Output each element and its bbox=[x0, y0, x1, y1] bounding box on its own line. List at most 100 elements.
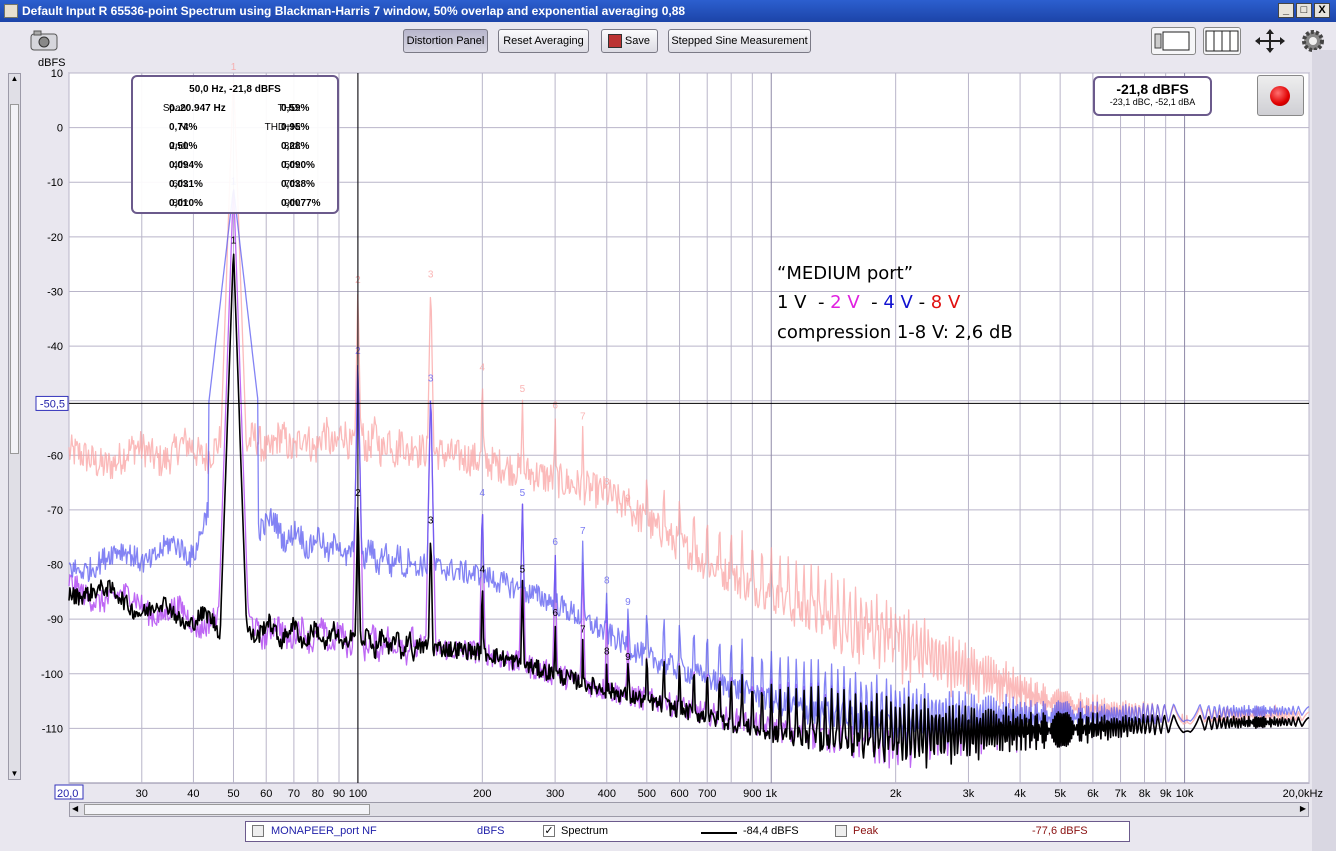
info-value: 0..20.947 Hz bbox=[169, 103, 226, 114]
x-tick-label: 20,0kHz bbox=[1283, 788, 1323, 800]
harmonic-marker: 5 bbox=[520, 488, 526, 499]
peak-checkbox[interactable] bbox=[835, 825, 847, 837]
info-value: 0,74% bbox=[169, 122, 198, 133]
x-tick-label: 20,0 bbox=[57, 788, 78, 800]
x-tick-label: 400 bbox=[598, 788, 616, 800]
x-tick-label: 30 bbox=[136, 788, 148, 800]
x-tick-label: 700 bbox=[698, 788, 716, 800]
horizontal-scrollbar[interactable]: ◀ ▶ bbox=[69, 802, 1309, 817]
x-start-box[interactable] bbox=[54, 784, 84, 800]
harmonic-marker: 7 bbox=[580, 526, 586, 537]
gear-icon[interactable] bbox=[1298, 27, 1328, 55]
x-tick-label: 80 bbox=[312, 788, 324, 800]
harmonic-marker: 9 bbox=[625, 493, 631, 504]
info-key: 3rd: bbox=[283, 141, 301, 152]
measurement-name: MONAPEER_port NF bbox=[271, 825, 377, 837]
x-tick-label: 1k bbox=[765, 788, 777, 800]
distortion-panel-button[interactable]: Distortion Panel bbox=[403, 29, 488, 53]
fit-arrows-icon[interactable] bbox=[1250, 27, 1290, 55]
harmonic-marker: 4 bbox=[480, 362, 486, 373]
harmonic-marker: 8 bbox=[604, 575, 610, 586]
x-tick-label: 4k bbox=[1014, 788, 1026, 800]
x-tick-label: 10k bbox=[1176, 788, 1194, 800]
x-tick-label: 9k bbox=[1160, 788, 1172, 800]
info-key: 6th: bbox=[172, 179, 189, 190]
y-axis-unit: dBFS bbox=[38, 57, 66, 69]
level-main: -21,8 dBFS bbox=[1116, 81, 1189, 97]
camera-icon[interactable] bbox=[28, 29, 60, 53]
y-tick-label: -30 bbox=[47, 286, 63, 298]
harmonic-marker: 8 bbox=[604, 477, 610, 488]
info-key: N: bbox=[179, 122, 189, 133]
save-label: Save bbox=[624, 35, 650, 47]
info-key: 4th: bbox=[172, 160, 189, 171]
close-button[interactable]: X bbox=[1314, 3, 1330, 18]
record-button[interactable] bbox=[1257, 75, 1304, 116]
harmonic-marker: 7 bbox=[580, 625, 586, 636]
y-tick-label: 0 bbox=[57, 123, 63, 135]
harmonic-marker: 1 bbox=[231, 236, 237, 247]
measurement-checkbox[interactable] bbox=[252, 825, 264, 837]
x-tick-label: 6k bbox=[1087, 788, 1099, 800]
level-sub: -23,1 dBC, -52,1 dBA bbox=[1109, 97, 1196, 107]
harmonic-marker: 1 bbox=[231, 62, 237, 73]
info-value: 0,031% bbox=[169, 179, 203, 190]
info-key: 5th: bbox=[284, 160, 301, 171]
cursor-label-box bbox=[35, 395, 69, 411]
scroll-left-icon[interactable]: ◀ bbox=[72, 804, 79, 813]
info-value: 0,59% bbox=[281, 103, 310, 114]
x-tick-label: 900 bbox=[743, 788, 761, 800]
harmonic-marker: 4 bbox=[480, 488, 486, 499]
app-icon bbox=[4, 4, 18, 18]
annotation-voltage-part: 1 V bbox=[777, 292, 807, 313]
horizontal-scroll-thumb[interactable] bbox=[84, 804, 370, 815]
view-mode-icon[interactable] bbox=[1151, 27, 1196, 55]
harmonic-marker: 3 bbox=[428, 515, 434, 526]
harmonic-marker: 7 bbox=[580, 412, 586, 423]
y-tick-label: -100 bbox=[41, 669, 63, 681]
x-tick-label: 7k bbox=[1115, 788, 1127, 800]
info-key: 8th: bbox=[172, 198, 189, 209]
save-button[interactable]: Save bbox=[601, 29, 658, 53]
series-group bbox=[68, 79, 1310, 769]
x-tick-label: 300 bbox=[546, 788, 564, 800]
y-tick-label: -20 bbox=[47, 232, 63, 244]
y-axis: 100-10-20-30-40-50-60-70-80-90-100-110 bbox=[41, 68, 63, 735]
scroll-right-icon[interactable]: ▶ bbox=[1299, 804, 1306, 813]
scroll-down-icon[interactable]: ▼ bbox=[10, 769, 19, 778]
annotation-voltage-part: - bbox=[806, 292, 831, 313]
info-value: 0,50% bbox=[169, 141, 198, 152]
spectrum-value: -84,4 dBFS bbox=[743, 825, 799, 837]
harmonic-marker: 6 bbox=[552, 608, 558, 619]
measurement-unit: dBFS bbox=[477, 825, 505, 837]
scroll-up-icon[interactable]: ▲ bbox=[10, 74, 19, 83]
cursor-lines[interactable]: -50,5 bbox=[35, 73, 1309, 783]
info-key: THD+N: bbox=[264, 122, 301, 133]
info-value: 0,038% bbox=[281, 179, 315, 190]
layout-columns-icon[interactable] bbox=[1203, 27, 1241, 55]
peak-value: -77,6 dBFS bbox=[1032, 825, 1088, 837]
maximize-button[interactable]: □ bbox=[1296, 3, 1312, 18]
level-readout: -21,8 dBFS -23,1 dBC, -52,1 dBA bbox=[1093, 76, 1212, 116]
annotation-compression: compression 1-8 V: 2,6 dB bbox=[777, 322, 1013, 343]
save-icon bbox=[608, 34, 622, 48]
vertical-scroll-thumb[interactable] bbox=[10, 104, 19, 454]
spectrum-checkbox[interactable]: ✓ bbox=[543, 825, 555, 837]
x-tick-label: 8k bbox=[1139, 788, 1151, 800]
info-value: 0,090% bbox=[281, 160, 315, 171]
cursor-label: -50,5 bbox=[40, 398, 65, 410]
reset-averaging-button[interactable]: Reset Averaging bbox=[498, 29, 589, 53]
stepped-sine-button[interactable]: Stepped Sine Measurement bbox=[668, 29, 811, 53]
x-tick-label: 2k bbox=[890, 788, 902, 800]
minimize-button[interactable]: _ bbox=[1278, 3, 1294, 18]
info-value: 0,95% bbox=[281, 122, 310, 133]
harmonic-marker: 4 bbox=[480, 564, 486, 575]
title-bar: Default Input R 65536-point Spectrum usi… bbox=[0, 0, 1336, 22]
spectrum-line-swatch bbox=[701, 832, 737, 834]
x-tick-label: 50 bbox=[227, 788, 239, 800]
info-key: 7th: bbox=[284, 179, 301, 190]
harmonic-marker: 9 bbox=[625, 597, 631, 608]
harmonic-marker: 9 bbox=[625, 652, 631, 663]
info-key: THD: bbox=[277, 103, 301, 114]
vertical-scrollbar[interactable]: ▲ ▼ bbox=[8, 73, 21, 780]
